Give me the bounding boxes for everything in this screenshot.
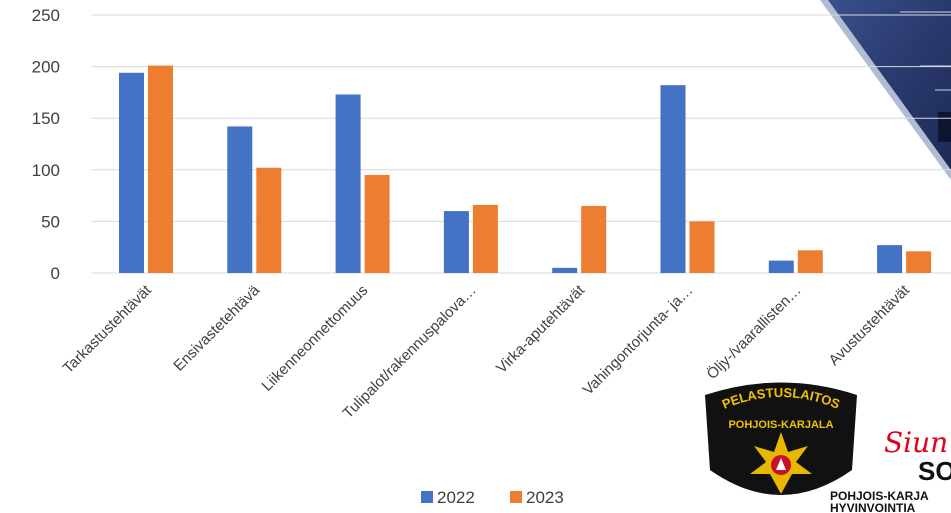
bar-2023-2 xyxy=(365,175,390,273)
bar-2023-6 xyxy=(798,250,823,273)
gridlines xyxy=(92,15,951,273)
x-tick-label: Ensivastetehtävä xyxy=(170,281,263,374)
legend: 2022 2023 xyxy=(421,488,564,507)
bar-2023-5 xyxy=(690,221,715,273)
legend-swatch-2022 xyxy=(421,491,433,503)
bar-2023-4 xyxy=(581,206,606,273)
legend-label-2022: 2022 xyxy=(437,488,475,507)
x-tick-label: Avustustehtävät xyxy=(826,281,914,369)
bar-2022-7 xyxy=(877,245,902,273)
corner-photo xyxy=(820,0,951,180)
bar-2022-0 xyxy=(119,73,144,273)
y-axis-ticks: 0 50 100 150 200 250 xyxy=(32,6,60,283)
bar-2022-4 xyxy=(552,268,577,273)
logo-script-text: Siun xyxy=(884,426,948,459)
y-tick-label: 50 xyxy=(41,212,60,231)
bars xyxy=(119,66,931,273)
bar-2023-7 xyxy=(906,251,931,273)
logo-line2-text: HYVINVOINTIA xyxy=(830,501,916,513)
legend-label-2023: 2023 xyxy=(526,488,564,507)
y-tick-label: 200 xyxy=(32,58,60,77)
bar-2022-3 xyxy=(444,211,469,273)
bar-2022-2 xyxy=(336,94,361,273)
y-tick-label: 150 xyxy=(32,109,60,128)
bar-2023-0 xyxy=(148,66,173,273)
y-tick-label: 100 xyxy=(32,161,60,180)
bar-2022-1 xyxy=(227,126,252,273)
rescue-badge-logo: PELASTUSLAITOS POHJOIS-KARJALA xyxy=(705,383,857,496)
logo-name-text: SO xyxy=(918,456,951,486)
legend-swatch-2023 xyxy=(510,491,522,503)
y-tick-label: 250 xyxy=(32,6,60,25)
y-tick-label: 0 xyxy=(51,264,60,283)
bar-2022-5 xyxy=(661,85,686,273)
x-tick-label: Virka-aputehtävät xyxy=(493,281,589,377)
x-tick-label: Liikenneonnettomuus xyxy=(259,282,372,395)
bar-2023-1 xyxy=(256,168,281,273)
x-tick-label: Tarkastustehtävät xyxy=(60,281,156,377)
x-tick-label: Vahingontorjunta- ja… xyxy=(580,282,697,399)
x-tick-label: Öljy-/vaarallisten… xyxy=(703,281,805,383)
bar-2023-3 xyxy=(473,205,498,273)
badge-text-line2: POHJOIS-KARJALA xyxy=(728,419,833,431)
bar-2022-6 xyxy=(769,261,794,273)
